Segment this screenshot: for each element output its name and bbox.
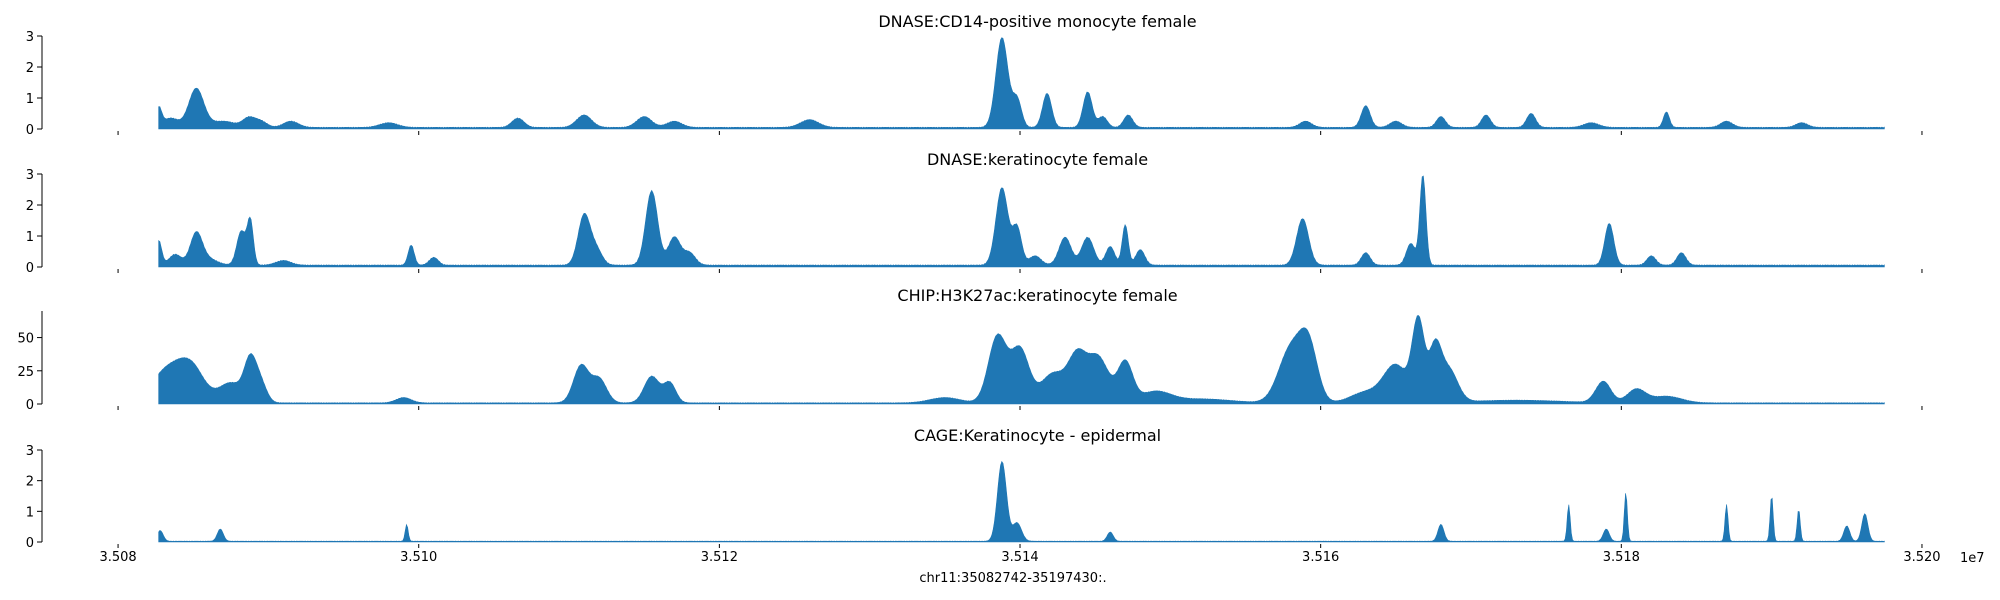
y-tick-label: 2 — [26, 61, 34, 76]
y-tick-label: 1 — [26, 505, 34, 520]
x-tick-label: 3.516 — [1302, 550, 1339, 565]
track-panels: DNASE:CD14-positive monocyte female0123D… — [17, 12, 1923, 551]
x-axis-offset-text: 1e7 — [1960, 551, 1985, 566]
signal-area — [158, 460, 1885, 543]
x-tick-label: 3.520 — [1903, 550, 1940, 565]
y-tick-label: 1 — [26, 92, 34, 107]
panel-title: DNASE:CD14-positive monocyte female — [878, 12, 1196, 31]
track-panel-1: DNASE:CD14-positive monocyte female 0 1 2 3 — [26, 12, 1923, 138]
x-tick-label: 3.508 — [99, 550, 136, 565]
y-tick-label: 1 — [26, 230, 34, 245]
y-tick-label: 2 — [26, 475, 34, 490]
x-axis-label: chr11:35082742-35197430:. — [919, 571, 1106, 586]
y-tick-label: 2 — [26, 199, 34, 214]
signal-area — [158, 315, 1885, 405]
x-tick-label: 3.510 — [400, 550, 437, 565]
panel-title: DNASE:keratinocyte female — [927, 150, 1148, 169]
y-tick-label: 3 — [26, 168, 34, 183]
track-panel-2: DNASE:keratinocyte female 0 1 2 3 — [26, 150, 1923, 276]
panel-title: CAGE:Keratinocyte - epidermal — [914, 426, 1161, 445]
x-axis: 3.508 3.510 3.512 3.514 3.516 3.518 3.520 — [99, 550, 1940, 565]
panel-title: CHIP:H3K27ac:keratinocyte female — [897, 286, 1177, 305]
y-tick-label: 0 — [26, 398, 34, 413]
signal-area — [158, 175, 1885, 268]
signal-area — [158, 37, 1885, 130]
track-panel-3: CHIP:H3K27ac:keratinocyte female 0 25 50 — [17, 286, 1923, 413]
y-tick-label: 0 — [26, 123, 34, 138]
x-tick-label: 3.518 — [1603, 550, 1640, 565]
y-tick-label: 50 — [17, 332, 34, 347]
y-tick-label: 3 — [26, 30, 34, 45]
y-tick-label: 0 — [26, 261, 34, 276]
y-tick-label: 3 — [26, 444, 34, 459]
track-panel-4: CAGE:Keratinocyte - epidermal 0 1 2 3 — [26, 426, 1923, 551]
x-tick-label: 3.512 — [701, 550, 738, 565]
y-tick-label: 0 — [26, 536, 34, 551]
x-tick-label: 3.514 — [1001, 550, 1038, 565]
y-tick-label: 25 — [17, 365, 34, 380]
